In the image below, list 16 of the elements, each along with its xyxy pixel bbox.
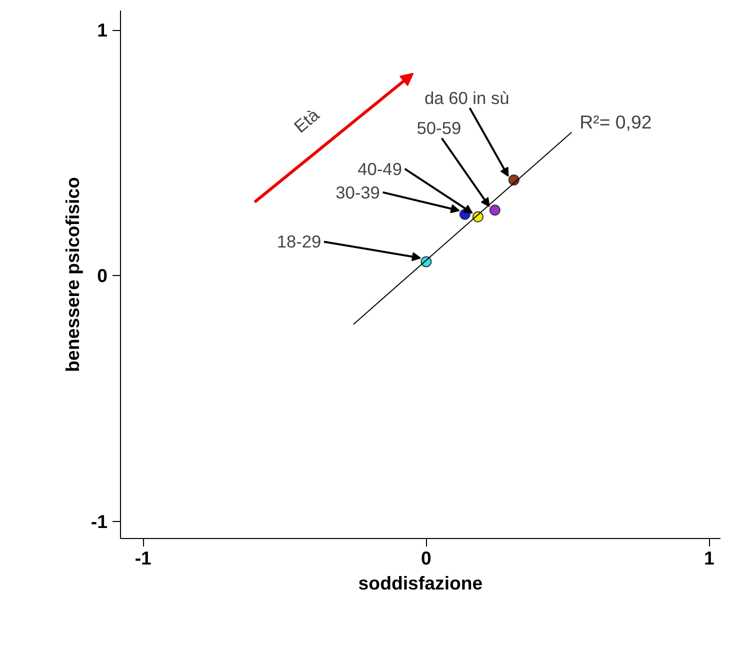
- annotation: Età: [290, 104, 324, 137]
- x-tick-label: 1: [704, 548, 714, 568]
- point: [489, 204, 500, 216]
- y-tick-label: 1: [97, 20, 108, 41]
- annotation: R²= 0,92: [580, 111, 652, 132]
- text: 50-59: [416, 118, 462, 138]
- text: da 60 in sù: [424, 88, 510, 108]
- y-tick-label: -1: [90, 510, 108, 532]
- x-tick-label: 0: [420, 548, 432, 568]
- x-tick-label: -1: [134, 548, 152, 568]
- y-tick-label: 0: [97, 265, 108, 286]
- text: 18-29: [276, 232, 322, 252]
- text: 40-49: [358, 158, 402, 179]
- x-axis-title: soddisfazione: [358, 572, 483, 594]
- text: 30-39: [336, 182, 380, 202]
- y-axis-title: benessere psicofisico: [62, 177, 83, 372]
